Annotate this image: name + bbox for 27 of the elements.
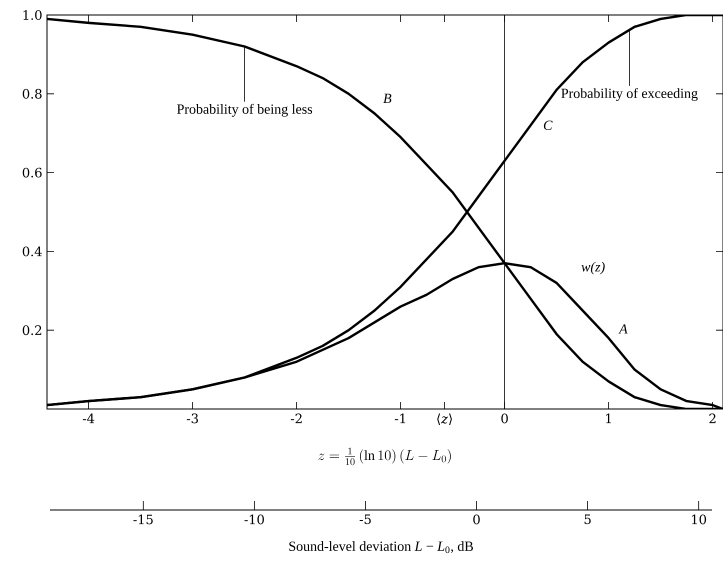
x2-tick-label: 10 (692, 514, 706, 524)
x-tick-label: -1 (394, 414, 406, 424)
series-label: C (544, 120, 553, 130)
x2-tick-label: 5 (584, 514, 591, 524)
y-tick-label: 0.4 (22, 246, 42, 256)
y-tick-label: 0.2 (22, 325, 42, 336)
x2-axis-title: Sound-level deviation L − L$_{0}$, dB (289, 541, 473, 554)
x2-tick-label: 0 (473, 514, 480, 524)
annotation: Probability of being less (177, 104, 312, 117)
y-tick-label: 0.8 (22, 88, 42, 99)
x-tick-label: 2 (709, 414, 716, 424)
x2-tick-label: -10 (244, 514, 264, 524)
x2-tick-label: -5 (360, 514, 371, 524)
y-tick-label: 0.6 (22, 168, 42, 178)
series-label: A (618, 324, 628, 334)
annotation: w(z) (581, 262, 605, 274)
x-tick-label: -3 (186, 414, 198, 424)
x2-tick-label: -15 (133, 514, 153, 524)
x-tick-label: 0 (501, 414, 508, 424)
x-axis-title: $z = \tfrac{1}{10}\,(\ln 10)\,(L - L_0)$ (318, 448, 451, 466)
x-tick-label: -2 (290, 414, 302, 424)
y-tick-label: 1.0 (23, 10, 42, 20)
annotation: Probability of exceeding (561, 88, 698, 101)
x-tick-label: -4 (82, 414, 94, 424)
x-tick-label: 1 (606, 414, 611, 424)
x-tick-label: ⟨z⟩ (437, 414, 452, 426)
series-label: B (383, 94, 392, 103)
